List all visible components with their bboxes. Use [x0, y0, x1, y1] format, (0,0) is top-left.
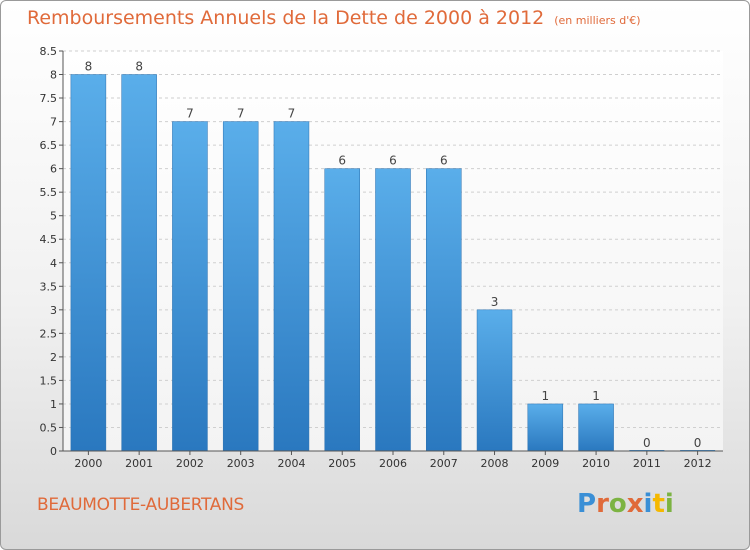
- y-tick-label: 3: [50, 304, 57, 317]
- x-tick-label: 2002: [176, 457, 204, 470]
- y-tick-label: 5.5: [40, 186, 58, 199]
- data-label: 6: [440, 154, 448, 168]
- y-tick-label: 6.5: [40, 139, 58, 152]
- data-label: 1: [541, 389, 549, 403]
- logo-letter: o: [608, 489, 627, 519]
- x-tick-label: 2007: [430, 457, 458, 470]
- x-tick-label: 2005: [328, 457, 356, 470]
- y-tick-label: 4.5: [40, 233, 58, 246]
- y-tick-label: 6: [50, 163, 57, 176]
- logo-letter: P: [577, 489, 597, 519]
- y-tick-label: 0: [50, 445, 57, 458]
- bar-2003: [222, 121, 259, 452]
- bar-2002: [172, 121, 208, 452]
- y-tick-label: 8: [50, 69, 57, 82]
- data-label: 7: [186, 107, 194, 121]
- x-tick-label: 2008: [481, 457, 509, 470]
- data-label: 0: [694, 436, 702, 450]
- y-tick-label: 1.5: [40, 374, 58, 387]
- data-label: 0: [643, 436, 651, 450]
- y-tick-label: 1: [50, 398, 57, 411]
- bar-2000: [70, 74, 107, 452]
- logo-letter: i: [643, 489, 653, 519]
- data-label: 7: [237, 107, 245, 121]
- y-tick-label: 7: [50, 116, 57, 129]
- bar-2009: [527, 403, 564, 452]
- bar-2005: [324, 168, 360, 452]
- logo-letter: x: [626, 489, 644, 519]
- logo-letter: t: [652, 489, 665, 519]
- logo-letter: i: [664, 489, 674, 519]
- y-tick-label: 3.5: [40, 280, 58, 293]
- y-tick-label: 2.5: [40, 327, 58, 340]
- bar-2001: [121, 74, 157, 452]
- x-tick-label: 2006: [379, 457, 407, 470]
- data-label: 8: [85, 60, 93, 74]
- bar-2010: [578, 403, 614, 452]
- y-tick-label: 8.5: [40, 45, 58, 58]
- data-label: 1: [592, 389, 600, 403]
- chart-unit: (en milliers d'€): [554, 14, 641, 27]
- x-tick-label: 2011: [633, 457, 661, 470]
- y-tick-label: 5: [50, 210, 57, 223]
- logo-letter: r: [596, 489, 609, 519]
- bar-2006: [375, 168, 411, 452]
- data-label: 6: [338, 154, 346, 168]
- x-tick-label: 2001: [125, 457, 153, 470]
- y-tick-label: 0.5: [40, 421, 58, 434]
- y-tick-label: 4: [50, 257, 57, 270]
- bar-2008: [476, 309, 513, 452]
- data-label: 6: [389, 154, 397, 168]
- x-tick-label: 2003: [227, 457, 255, 470]
- chart-title: Remboursements Annuels de la Dette de 20…: [27, 7, 641, 29]
- data-label: 8: [135, 60, 143, 74]
- x-tick-label: 2000: [74, 457, 102, 470]
- x-tick-label: 2010: [582, 457, 610, 470]
- data-label: 3: [491, 295, 499, 309]
- x-tick-label: 2009: [531, 457, 559, 470]
- x-tick-label: 2004: [277, 457, 305, 470]
- y-tick-label: 7.5: [40, 92, 58, 105]
- data-label: 7: [288, 107, 296, 121]
- y-tick-label: 2: [50, 351, 57, 364]
- commune-name: BEAUMOTTE-AUBERTANS: [37, 495, 245, 515]
- x-tick-label: 2012: [684, 457, 712, 470]
- chart-title-text: Remboursements Annuels de la Dette de 20…: [27, 7, 545, 29]
- bar-2007: [426, 168, 462, 452]
- proxiti-logo: Proxiti: [577, 489, 674, 519]
- bar-2004: [273, 121, 310, 452]
